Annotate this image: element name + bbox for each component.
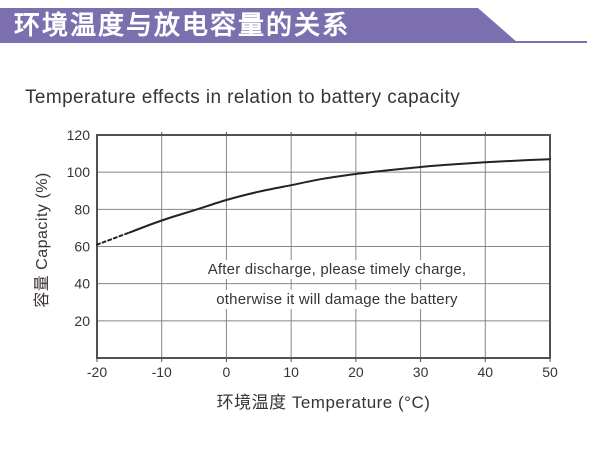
svg-text:40: 40 [74, 276, 90, 292]
header-banner: 环境温度与放电容量的关系 [0, 8, 518, 43]
svg-text:30: 30 [413, 364, 429, 380]
svg-text:-10: -10 [152, 364, 172, 380]
svg-text:60: 60 [74, 239, 90, 255]
x-axis-title: 环境温度 Temperature (°C) [216, 393, 431, 412]
svg-text:50: 50 [542, 364, 558, 380]
chart-annotation-line-2: otherwise it will damage the battery [210, 290, 464, 309]
svg-text:20: 20 [348, 364, 364, 380]
y-axis-title: 容量 Capacity (%) [34, 172, 51, 308]
header-banner-tail-line [515, 41, 587, 43]
svg-text:10: 10 [283, 364, 299, 380]
svg-text:100: 100 [67, 164, 91, 180]
header-title: 环境温度与放电容量的关系 [14, 10, 351, 40]
svg-text:0: 0 [223, 364, 231, 380]
svg-text:20: 20 [74, 313, 90, 329]
svg-text:-20: -20 [87, 364, 107, 380]
svg-text:40: 40 [477, 364, 493, 380]
svg-text:120: 120 [67, 127, 91, 143]
svg-text:80: 80 [74, 201, 90, 217]
chart-annotation-line-1: After discharge, please timely charge, [201, 260, 473, 279]
chart-title: Temperature effects in relation to batte… [25, 87, 461, 108]
